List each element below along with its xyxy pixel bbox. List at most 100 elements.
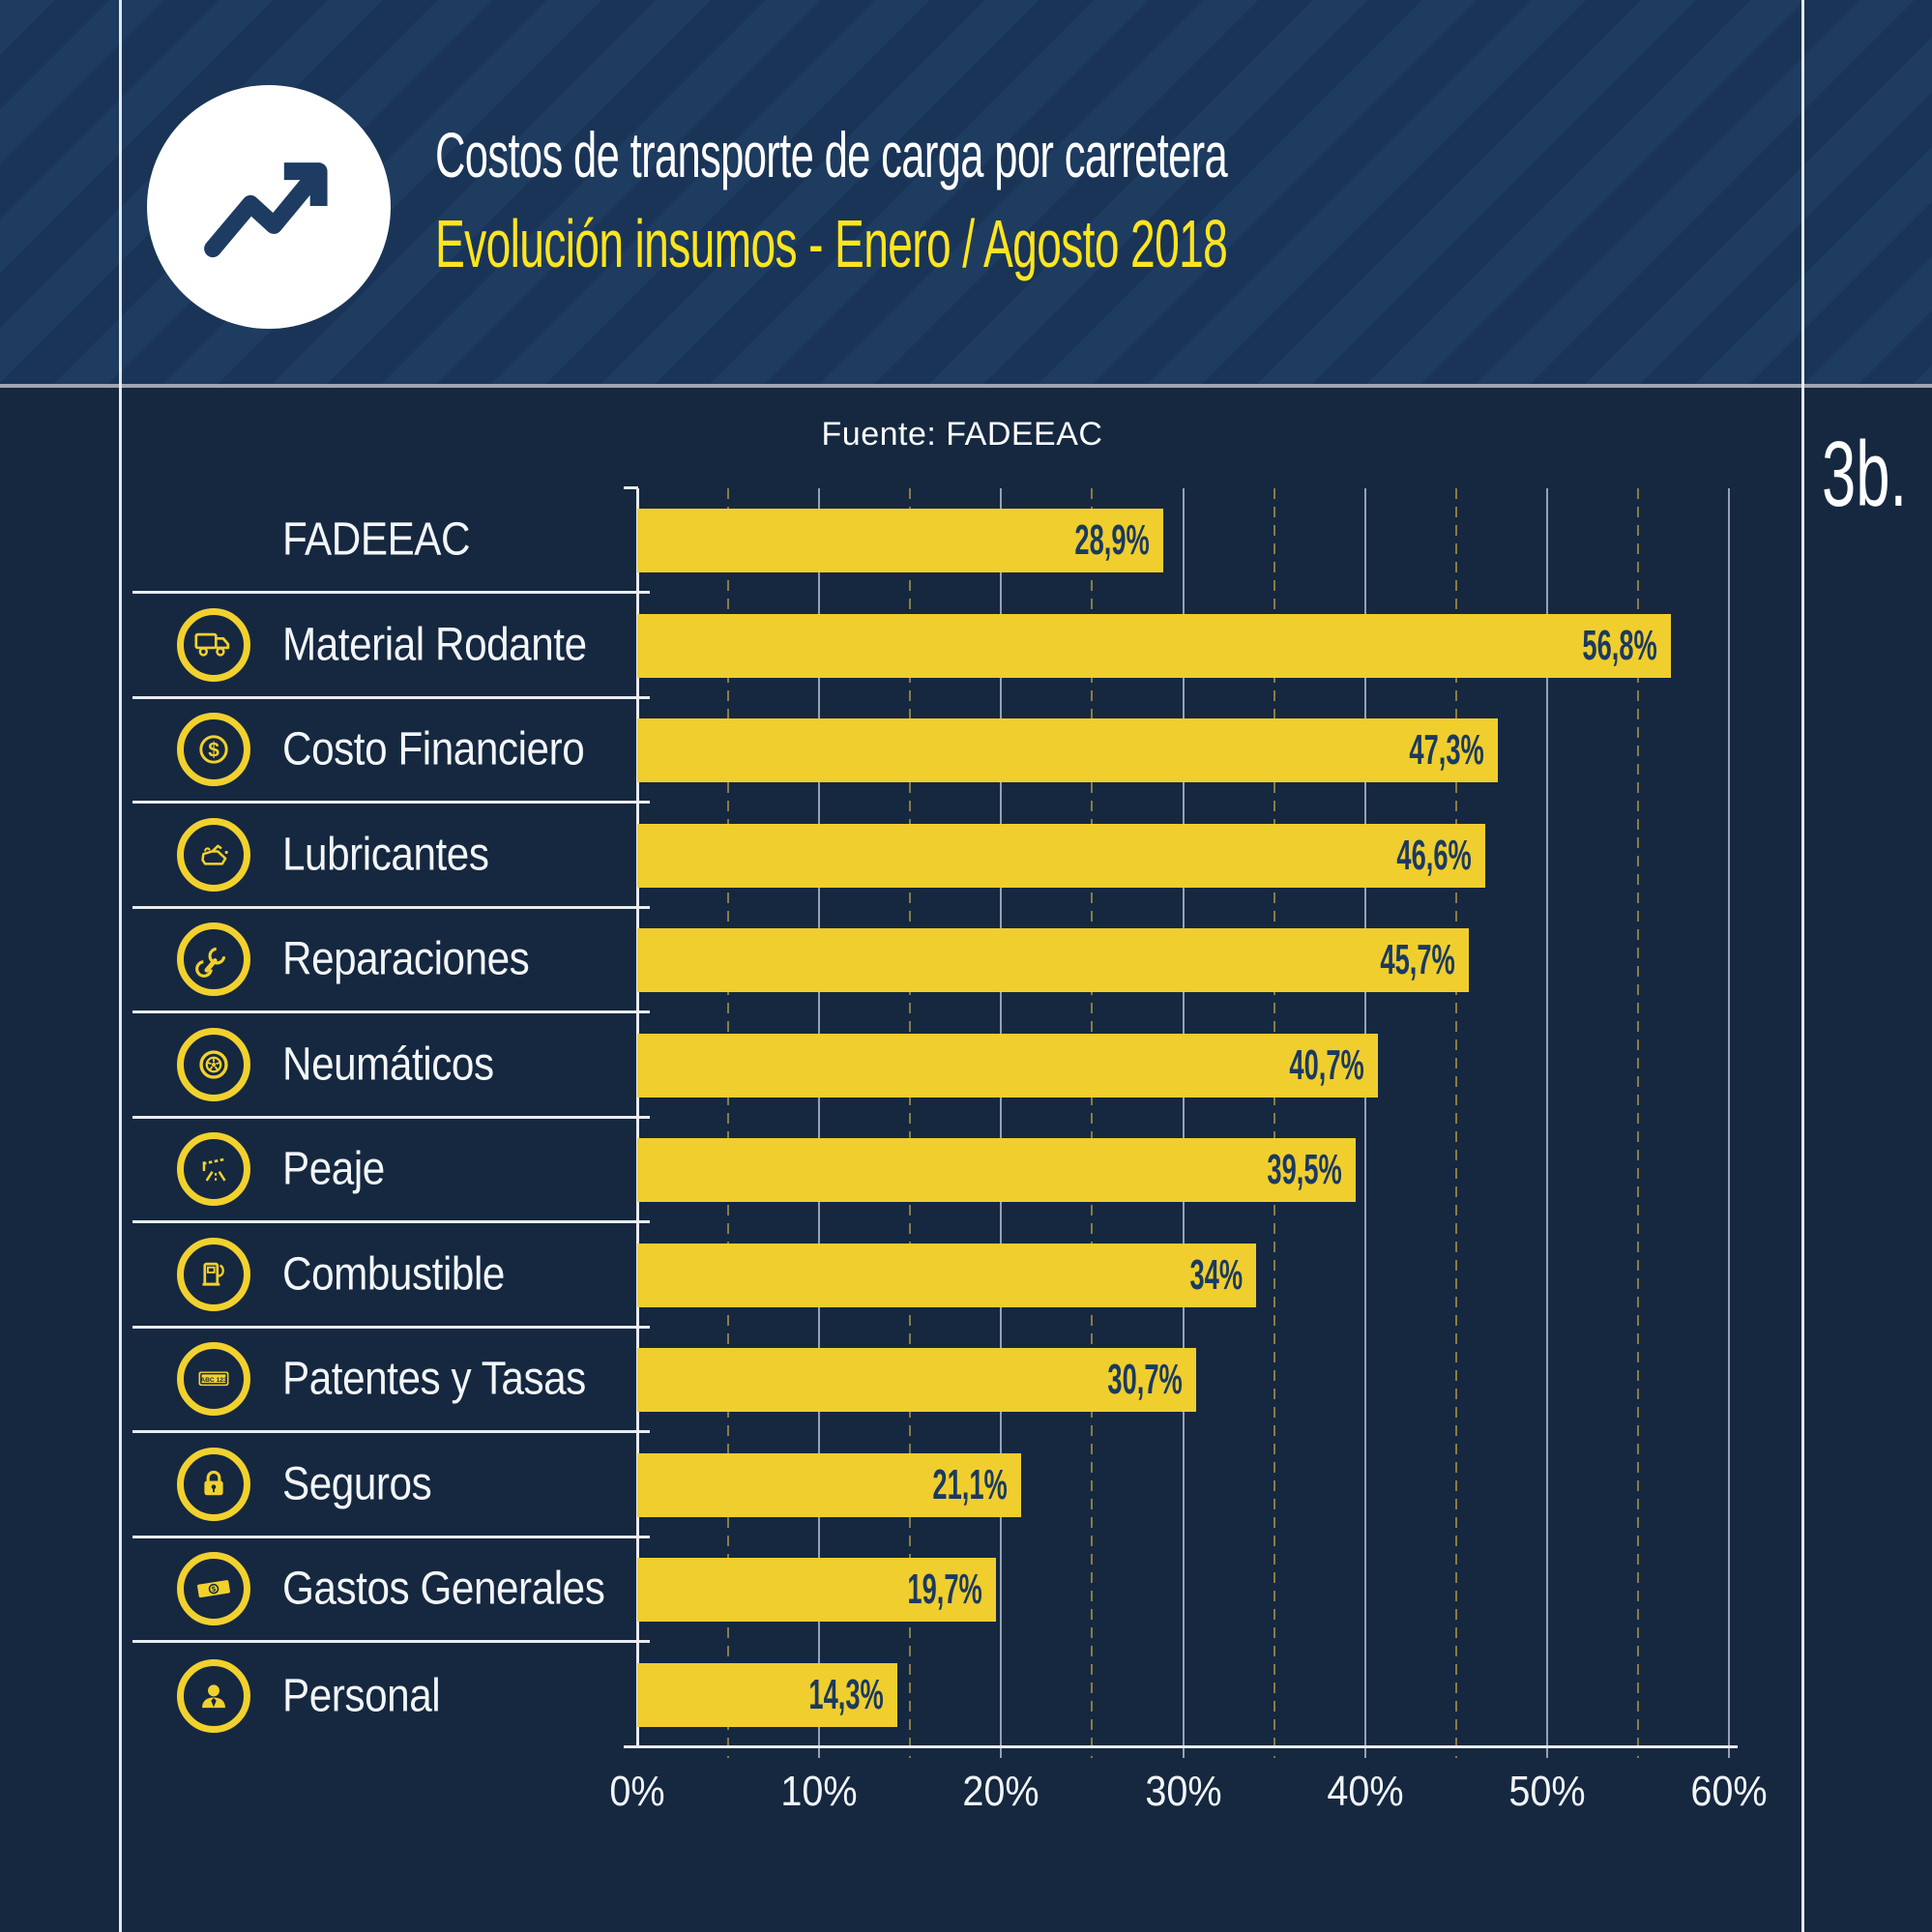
bar-value-label: 19,7% bbox=[862, 1558, 982, 1622]
padlock-ring bbox=[177, 1448, 250, 1521]
header-band: Costos de transporte de carga por carret… bbox=[0, 0, 1932, 384]
tire-icon bbox=[199, 1050, 228, 1079]
bar-value-label: 56,8% bbox=[1537, 614, 1657, 678]
bar-value-label: 39,5% bbox=[1221, 1138, 1342, 1202]
person-icon bbox=[202, 1683, 225, 1708]
category-label: Combustible bbox=[282, 1248, 505, 1301]
category-row-patentes-y-tasas: ABC 123 Patentes y Tasas bbox=[132, 1328, 650, 1433]
bar-patentes-y-tasas: 30,7% bbox=[637, 1348, 1196, 1412]
bar-value-text: 46,6% bbox=[1396, 832, 1472, 879]
category-row-material-rodante: Material Rodante bbox=[132, 594, 650, 699]
frame-line-right bbox=[1801, 0, 1804, 1932]
svg-text:$: $ bbox=[211, 1584, 216, 1594]
trend-badge bbox=[147, 85, 391, 329]
bar-value-label: 28,9% bbox=[1029, 509, 1150, 572]
gridline-minor bbox=[727, 488, 729, 1758]
bar-value-text: 30,7% bbox=[1107, 1356, 1183, 1403]
bar-value-label: 47,3% bbox=[1363, 718, 1484, 782]
banknote-icon: $ bbox=[197, 1580, 230, 1598]
bar-lubricantes: 46,6% bbox=[637, 824, 1485, 888]
tire-ring bbox=[177, 1028, 250, 1101]
bar-value-label: 45,7% bbox=[1334, 928, 1455, 992]
plot-area: 28,9% 56,8% 47,3% 46,6% 45,7% 40,7% 39,5% 34% 30… bbox=[636, 488, 1758, 1758]
svg-text:ABC 123: ABC 123 bbox=[200, 1377, 227, 1384]
person-ring bbox=[177, 1658, 250, 1733]
gridline-minor bbox=[909, 488, 911, 1758]
x-tick-label-10: 10% bbox=[780, 1768, 858, 1815]
truck-icon bbox=[194, 632, 230, 657]
bar-value-label: 21,1% bbox=[887, 1453, 1008, 1517]
gridline-minor bbox=[1273, 488, 1275, 1758]
bar-value-text: 45,7% bbox=[1380, 936, 1455, 983]
oil-can-icon bbox=[201, 844, 228, 865]
category-label: Lubricantes bbox=[282, 829, 489, 881]
y-axis-top-tick bbox=[624, 486, 638, 489]
category-label: Neumáticos bbox=[282, 1039, 494, 1091]
bar-costo-financiero: 47,3% bbox=[637, 718, 1498, 782]
bar-value-text: 47,3% bbox=[1409, 726, 1484, 774]
bar-value-label: 14,3% bbox=[763, 1663, 884, 1727]
bar-seguros: 21,1% bbox=[637, 1453, 1021, 1517]
bar-fadeeac: 28,9% bbox=[637, 509, 1163, 572]
padlock-icon bbox=[204, 1470, 223, 1496]
bar-value-text: 56,8% bbox=[1582, 622, 1657, 669]
banknote-ring: $ bbox=[177, 1552, 250, 1625]
category-row-personal: Personal bbox=[132, 1643, 650, 1748]
category-label: Personal bbox=[282, 1670, 441, 1721]
bar-value-text: 21,1% bbox=[932, 1461, 1008, 1508]
page-subtitle: Evolución insumos - Enero / Agosto 2018 bbox=[435, 206, 1228, 281]
bar-reparaciones: 45,7% bbox=[637, 928, 1469, 992]
license-plate-ring: ABC 123 bbox=[177, 1342, 250, 1416]
toll-barrier-ring bbox=[177, 1132, 250, 1206]
truck-ring bbox=[177, 608, 250, 682]
bar-gastos-generales: 19,7% bbox=[637, 1558, 996, 1622]
category-label: Costo Financiero bbox=[282, 723, 585, 776]
gridline-major bbox=[1364, 488, 1366, 1758]
category-row-gastos-generales: $ Gastos Generales bbox=[132, 1537, 650, 1643]
gridline-minor bbox=[1637, 488, 1639, 1758]
page-title: Costos de transporte de carga por carret… bbox=[435, 119, 1228, 190]
x-tick-label-50: 50% bbox=[1508, 1768, 1586, 1815]
bar-value-label: 30,7% bbox=[1062, 1348, 1183, 1412]
bar-value-label: 46,6% bbox=[1351, 824, 1472, 888]
category-label: Gastos Generales bbox=[282, 1563, 605, 1615]
x-tick-label-30: 30% bbox=[1145, 1768, 1222, 1815]
fuel-pump-ring bbox=[177, 1238, 250, 1311]
bar-value-label: 34% bbox=[1157, 1244, 1243, 1307]
category-list: FADEEAC Material Rodante $ Costo Financie… bbox=[132, 488, 650, 1747]
category-label: Reparaciones bbox=[282, 933, 530, 985]
toll-barrier-icon bbox=[202, 1157, 226, 1182]
gridline-major bbox=[1546, 488, 1548, 1758]
bar-personal: 14,3% bbox=[637, 1663, 897, 1727]
header-divider bbox=[0, 384, 1932, 388]
x-tick-label-40: 40% bbox=[1327, 1768, 1404, 1815]
dollar-circle-icon: $ bbox=[199, 735, 228, 764]
category-row-neumaticos: Neumáticos bbox=[132, 1013, 650, 1119]
gridline-major bbox=[1183, 488, 1185, 1758]
bar-neumaticos: 40,7% bbox=[637, 1034, 1378, 1098]
gridline-minor bbox=[1091, 488, 1093, 1758]
bar-peaje: 39,5% bbox=[637, 1138, 1356, 1202]
category-row-fadeeac: FADEEAC bbox=[132, 488, 650, 594]
bar-value-text: 34% bbox=[1189, 1251, 1243, 1299]
trend-up-icon bbox=[204, 162, 328, 258]
category-row-combustible: Combustible bbox=[132, 1223, 650, 1329]
bar-value-text: 28,9% bbox=[1074, 516, 1150, 564]
category-row-lubricantes: Lubricantes bbox=[132, 804, 650, 909]
fuel-pump-icon bbox=[202, 1262, 224, 1286]
x-tick-label-60: 60% bbox=[1690, 1768, 1768, 1815]
dollar-circle-ring: $ bbox=[177, 713, 250, 786]
gridline-minor bbox=[1455, 488, 1457, 1758]
category-label: FADEEAC bbox=[282, 513, 471, 566]
category-label: Seguros bbox=[282, 1458, 432, 1510]
bar-combustible: 34% bbox=[637, 1244, 1256, 1307]
gridline-major bbox=[1728, 488, 1730, 1758]
figure-label: 3b. bbox=[1822, 423, 1908, 526]
gridline-major bbox=[1000, 488, 1002, 1758]
category-label: Material Rodante bbox=[282, 619, 587, 671]
bar-value-text: 14,3% bbox=[808, 1671, 884, 1718]
frame-line-left bbox=[119, 0, 122, 1932]
license-plate-icon: ABC 123 bbox=[198, 1371, 229, 1387]
bar-value-text: 39,5% bbox=[1267, 1146, 1342, 1193]
